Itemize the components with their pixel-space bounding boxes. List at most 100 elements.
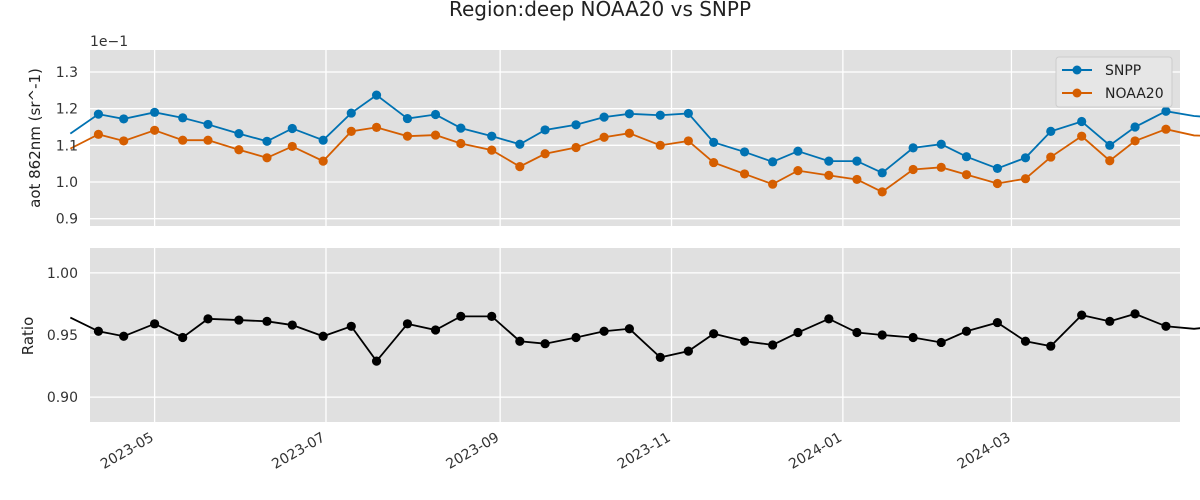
bottom-point-ratio xyxy=(515,336,525,346)
top-point-SNPP xyxy=(739,147,750,157)
bottom-point-ratio xyxy=(992,317,1002,328)
bottom-point-ratio xyxy=(371,356,382,366)
top-point-NOAA20 xyxy=(1161,124,1171,134)
bottom-point-ratio xyxy=(877,330,887,340)
top-point-SNPP xyxy=(824,156,834,166)
bottom-point-ratio xyxy=(456,311,466,321)
bottom-y-tick-label: 1.00 xyxy=(47,266,78,282)
bottom-point-ratio xyxy=(793,327,803,338)
top-point-NOAA20 xyxy=(371,122,382,132)
top-point-SNPP xyxy=(540,125,550,135)
bottom-y-tick-labels: 0.90 0.95 1.00 xyxy=(47,266,78,406)
bottom-y-tick-label: 0.95 xyxy=(47,328,78,344)
top-point-SNPP xyxy=(178,113,188,123)
bottom-point-ratio xyxy=(262,316,272,326)
top-point-NOAA20 xyxy=(1077,131,1087,141)
top-point-NOAA20 xyxy=(908,164,918,175)
legend-noaa20-marker xyxy=(1072,88,1082,98)
bottom-point-ratio xyxy=(961,326,972,336)
top-point-SNPP xyxy=(234,129,244,139)
top-point-NOAA20 xyxy=(599,132,609,142)
x-tick-label: 2023-11 xyxy=(615,430,674,473)
bottom-point-ratio xyxy=(624,324,634,334)
bottom-point-ratio xyxy=(824,314,834,324)
x-tick-labels: 2023-05 2023-07 2023-09 2023-11 2024-01 2024-… xyxy=(98,430,1013,473)
bottom-y-axis-label: Ratio xyxy=(19,317,37,356)
top-point-NOAA20 xyxy=(93,129,104,139)
top-point-SNPP xyxy=(793,146,803,156)
top-y-tick-label: 0.9 xyxy=(56,212,78,228)
bottom-point-ratio xyxy=(908,332,918,343)
bottom-point-ratio xyxy=(540,339,550,349)
top-point-SNPP xyxy=(852,156,862,166)
bottom-point-ratio xyxy=(852,327,862,338)
bottom-panel: 0.90 0.95 1.00 Ratio xyxy=(19,248,1200,422)
top-point-NOAA20 xyxy=(287,141,297,152)
top-point-SNPP xyxy=(371,90,382,100)
top-point-SNPP xyxy=(709,137,719,147)
top-point-SNPP xyxy=(515,139,525,149)
top-point-NOAA20 xyxy=(624,128,634,138)
bottom-point-ratio xyxy=(683,346,693,356)
top-point-SNPP xyxy=(150,107,160,117)
bottom-point-ratio xyxy=(1161,321,1171,331)
top-point-SNPP xyxy=(877,168,887,178)
top-point-SNPP xyxy=(287,123,297,134)
top-point-SNPP xyxy=(1105,140,1115,150)
legend: SNPP NOAA20 xyxy=(1055,56,1173,108)
top-point-SNPP xyxy=(318,135,328,145)
bottom-point-ratio xyxy=(1077,310,1087,320)
bottom-point-ratio xyxy=(768,340,778,350)
top-point-NOAA20 xyxy=(540,149,550,159)
top-point-NOAA20 xyxy=(709,157,719,168)
chart-title: Region:deep NOAA20 vs SNPP xyxy=(449,0,751,21)
top-point-SNPP xyxy=(936,139,946,149)
bottom-point-ratio xyxy=(346,321,356,331)
top-point-SNPP xyxy=(992,163,1002,174)
top-point-NOAA20 xyxy=(1046,152,1056,162)
bottom-point-ratio xyxy=(1046,341,1056,351)
top-panel: 0.9 1.0 1.1 1.2 1.3 1e−1 aot 862nm (sr^-1) S… xyxy=(26,34,1200,228)
top-point-NOAA20 xyxy=(793,166,803,176)
top-point-NOAA20 xyxy=(936,162,946,172)
top-point-SNPP xyxy=(571,120,581,130)
top-y-tick-label: 1.0 xyxy=(56,175,78,191)
top-point-NOAA20 xyxy=(1020,174,1031,184)
bottom-point-ratio xyxy=(739,336,750,346)
bottom-point-ratio xyxy=(203,314,213,324)
top-point-NOAA20 xyxy=(515,162,525,172)
top-point-SNPP xyxy=(624,109,634,119)
top-point-NOAA20 xyxy=(852,174,862,185)
top-point-NOAA20 xyxy=(262,153,272,163)
top-series-layer xyxy=(69,90,1200,197)
top-point-SNPP xyxy=(1020,153,1031,163)
top-y-offset-label: 1e−1 xyxy=(90,34,128,50)
top-point-SNPP xyxy=(768,157,778,167)
top-point-NOAA20 xyxy=(456,138,466,149)
bottom-point-ratio xyxy=(178,332,188,343)
bottom-point-ratio xyxy=(402,319,413,329)
top-point-SNPP xyxy=(1130,122,1140,132)
bottom-point-ratio xyxy=(234,315,244,325)
top-point-SNPP xyxy=(456,123,466,133)
top-point-NOAA20 xyxy=(487,145,497,155)
top-point-NOAA20 xyxy=(346,126,356,136)
legend-noaa20-label: NOAA20 xyxy=(1105,86,1164,102)
top-point-NOAA20 xyxy=(318,156,328,166)
top-point-SNPP xyxy=(683,108,693,119)
bottom-y-tick-label: 0.90 xyxy=(47,390,78,406)
top-point-NOAA20 xyxy=(234,145,244,155)
top-y-tick-label: 1.2 xyxy=(56,102,78,118)
bottom-point-ratio xyxy=(655,352,665,362)
top-y-tick-label: 1.3 xyxy=(56,65,78,81)
top-point-SNPP xyxy=(599,112,609,122)
top-point-SNPP xyxy=(1046,126,1056,136)
bottom-point-ratio xyxy=(1130,309,1140,319)
x-tick-label: 2023-09 xyxy=(443,430,502,473)
x-tick-label: 2023-05 xyxy=(98,430,157,473)
top-point-SNPP xyxy=(346,108,356,118)
top-gridlines xyxy=(90,50,1180,226)
bottom-point-ratio xyxy=(119,331,129,341)
top-point-SNPP xyxy=(93,109,104,119)
